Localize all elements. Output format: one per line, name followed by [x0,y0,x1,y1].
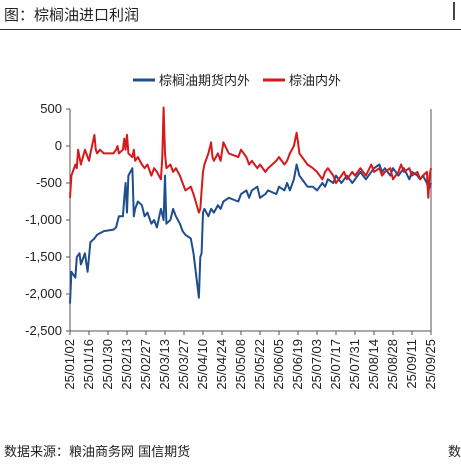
x-tick-label: 25/08/28 [385,339,400,390]
x-tick-label: 25/02/27 [138,339,153,390]
y-tick-label: -500 [36,175,62,190]
footer-edge-mark: 数 [447,445,461,460]
x-tick-label: 25/07/17 [328,339,343,390]
x-tick-label: 25/05/22 [252,339,267,390]
x-tick-label: 25/04/10 [195,339,210,390]
x-tick-label: 25/09/25 [423,339,438,390]
x-tick-label: 25/01/02 [62,339,77,390]
x-tick-label: 25/07/03 [309,339,324,390]
x-tick-label: 25/04/24 [214,339,229,390]
x-tick-label: 25/01/16 [81,339,96,390]
x-tick-label: 25/03/13 [157,339,172,390]
series-line-2 [69,106,432,214]
x-tick-label: 25/06/19 [290,339,305,390]
x-tick-label: 25/03/27 [176,339,191,390]
y-tick-label: -1,500 [25,249,62,264]
legend-label-2: 棕油内外 [289,73,341,88]
x-tick-label: 25/05/08 [233,339,248,390]
y-tick-label: -2,000 [25,286,62,301]
y-tick-label: 0 [55,138,62,153]
y-tick-label: -1,000 [25,212,62,227]
y-tick-label: 500 [40,101,62,116]
x-tick-label: 25/06/05 [271,339,286,390]
line-chart: 500 0 -500 -1,000 -1,500 -2,000 -2,50025/01/02… [25,73,438,390]
page-title: 图：棕榈油进口利润 [4,6,140,24]
x-tick-label: 25/01/30 [100,339,115,390]
chart-container: 500 0 -500 -1,000 -1,500 -2,000 -2,500 25/01/02… [0,40,461,435]
x-tick-label: 25/09/11 [404,339,419,389]
legend-label-1: 棕榈油期货内外 [159,73,250,88]
title-bar: 图：棕榈油进口利润 [0,0,461,32]
series-line-1 [69,163,432,304]
source-note: 数据来源：粮油商务网 国信期货 [4,445,191,460]
title-edge-mark [453,2,461,20]
y-tick-label: -2,500 [25,323,62,338]
x-tick-label: 25/07/31 [347,339,362,390]
x-tick-label: 25/08/14 [366,339,381,390]
title-divider [0,29,461,30]
x-tick-label: 25/02/13 [119,339,134,390]
